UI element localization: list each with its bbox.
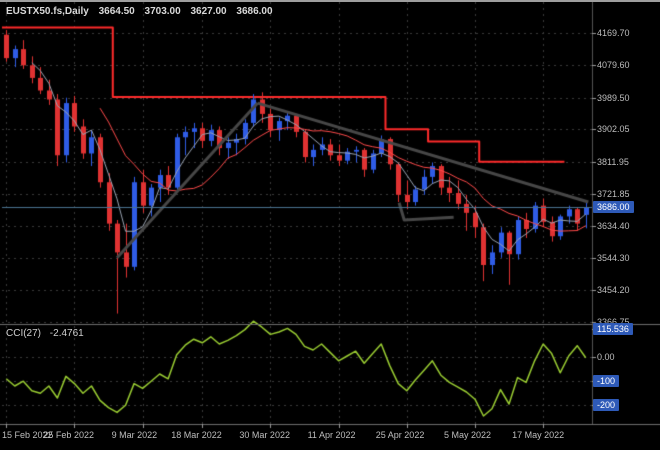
price-axis-label: 3634.40 (597, 220, 630, 231)
ohlc-open-value: 3664.50 (98, 6, 135, 17)
symbol-timeframe-label: EUSTX50.fs,Daily (6, 6, 89, 17)
cci-axis-label: -100 (593, 375, 620, 388)
time-axis-label: 25 Feb 2022 (43, 430, 94, 440)
chart-header: EUSTX50.fs,Daily 3664.50 3703.00 3627.00… (6, 6, 280, 17)
time-axis-label: 5 May 2022 (443, 430, 491, 440)
time-axis-label: 17 May 2022 (512, 430, 565, 440)
time-axis-label: 25 Apr 2022 (375, 430, 425, 440)
ohlc-low-value: 3627.00 (190, 6, 227, 17)
cci-indicator-header: CCI(27) -2.4761 (6, 328, 90, 339)
price-axis-label: 3989.50 (597, 92, 630, 103)
price-axis-label: 3902.05 (597, 124, 630, 135)
ohlc-high-value: 3703.00 (144, 6, 181, 17)
ohlc-close-value: 3686.00 (236, 6, 273, 17)
price-axis-label: 3454.20 (597, 285, 630, 296)
cci-axis-label: 0.00 (597, 352, 615, 363)
price-axis-label: 3366.75 (597, 316, 630, 327)
price-axis-label: 4169.70 (597, 28, 630, 39)
price-axis-label: 3811.95 (597, 156, 629, 167)
current-price-label: 3686.00 (593, 201, 634, 214)
cci-indicator-value: -2.4761 (49, 328, 84, 339)
time-axis-label: 9 Mar 2022 (111, 430, 158, 440)
time-axis-label: 11 Apr 2022 (307, 430, 356, 440)
time-axis-label: 30 Mar 2022 (239, 430, 290, 440)
cci-axis-label: 115.536 (593, 323, 633, 336)
cci-indicator-name: CCI(27) (6, 328, 42, 339)
price-axis-label: 3721.85 (597, 189, 630, 200)
price-axis-label: 4079.60 (597, 60, 630, 71)
cci-axis-label: -200 (593, 399, 620, 412)
price-axis-label: 3544.30 (597, 253, 630, 264)
time-axis-label: 15 Feb 2022 (2, 430, 53, 440)
time-axis-label: 18 Mar 2022 (171, 430, 222, 440)
